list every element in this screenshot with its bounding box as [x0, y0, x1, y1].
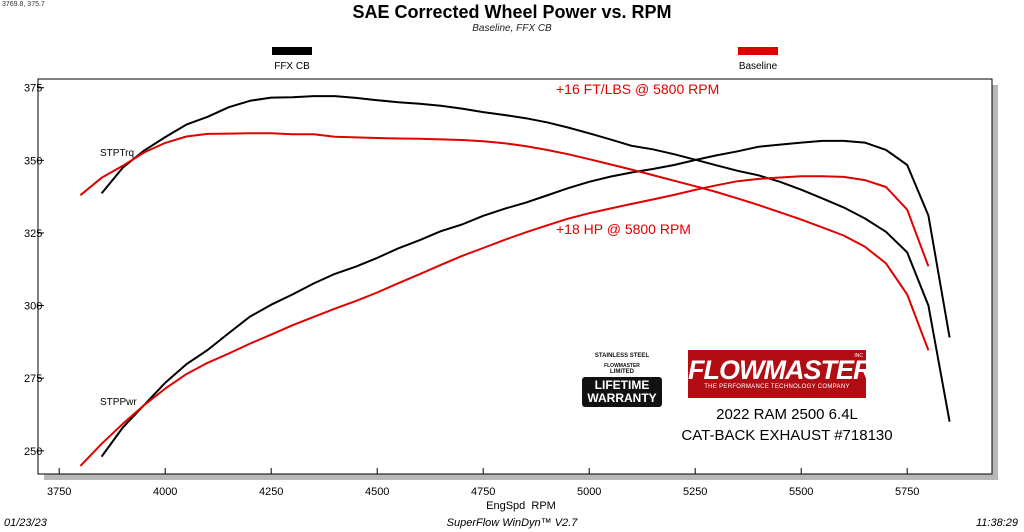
badge-stainless-text: STAINLESS STEEL [594, 353, 650, 359]
x-tick-label: 3750 [47, 486, 71, 498]
x-axis-label: EngSpd RPM [486, 500, 556, 512]
legend-label-ffx-cb: FFX CB [274, 61, 310, 72]
x-tick-label: 5750 [895, 486, 919, 498]
x-tick-label: 5000 [577, 486, 601, 498]
y-tick-label: 250 [24, 446, 42, 458]
x-tick-label: 4000 [153, 486, 177, 498]
x-tick-label: 4750 [471, 486, 495, 498]
annotation-power-gain: +18 HP @ 5800 RPM [556, 221, 691, 237]
x-axis-ticks: 3750 4000 4250 4500 4750 5000 5250 5500 5750 [47, 468, 919, 498]
series-line-baseline-stptrq [79, 132, 930, 351]
series-lines [79, 95, 951, 467]
x-tick-label: 4250 [259, 486, 283, 498]
chart-title: SAE Corrected Wheel Power vs. RPM [352, 2, 672, 22]
chart-subtitle: Baseline, FFX CB [472, 23, 552, 34]
legend-swatch-ffx-cb [272, 47, 312, 55]
dyno-chart: 250 275 300 325 350 375 3750 4000 4250 4500 4750 5… [24, 47, 998, 512]
series-line-baseline-stppwr [79, 175, 930, 467]
y-tick-label: 375 [24, 83, 42, 95]
footer-time: 11:38:29 [975, 517, 1018, 529]
badge-brand-text: FLOWMASTER [604, 363, 640, 369]
y-tick-label: 350 [24, 155, 42, 167]
badge-warranty-text: WARRANTY [587, 391, 657, 405]
y-axis-ticks: 250 275 300 325 350 375 [24, 83, 44, 458]
annotation-torque-gain: +16 FT/LBS @ 5800 RPM [556, 81, 719, 97]
x-tick-label: 5500 [789, 486, 813, 498]
curve-label-torque: STPTrq [100, 148, 134, 159]
y-tick-label: 325 [24, 228, 42, 240]
legend-label-baseline: Baseline [739, 61, 778, 72]
badge-lifetime-text: LIFETIME [594, 378, 650, 392]
flowmaster-tagline: THE PERFORMANCE TECHNOLOGY COMPANY [704, 384, 850, 390]
lifetime-warranty-badge: STAINLESS STEEL FLOWMASTER LIMITED LIFET… [582, 353, 662, 409]
badge-limited-text: LIMITED [610, 369, 634, 375]
flowmaster-registered: INC [854, 353, 863, 359]
y-tick-label: 300 [24, 301, 42, 313]
x-tick-label: 5250 [683, 486, 707, 498]
footer-software: SuperFlow WinDyn™ V2.7 [446, 517, 578, 529]
y-tick-label: 275 [24, 373, 42, 385]
series-line-ffx-cb-stptrq [100, 95, 951, 422]
cursor-coordinates: 3769.8, 375.7 [2, 1, 45, 8]
flowmaster-logo: FLOWMASTER THE PERFORMANCE TECHNOLOGY CO… [688, 350, 872, 398]
vehicle-label: 2022 RAM 2500 6.4L [716, 406, 858, 423]
footer-date: 01/23/23 [4, 517, 47, 529]
flowmaster-wordmark: FLOWMASTER [688, 355, 872, 385]
x-tick-label: 4500 [365, 486, 389, 498]
product-label: CAT-BACK EXHAUST #718130 [681, 427, 893, 444]
legend-swatch-baseline [738, 47, 778, 55]
legend: FFX CB Baseline [272, 47, 778, 72]
curve-label-power: STPPwr [100, 397, 137, 408]
series-line-ffx-cb-stppwr [100, 139, 951, 458]
badge-warranty-box: LIFETIME WARRANTY [582, 377, 662, 407]
